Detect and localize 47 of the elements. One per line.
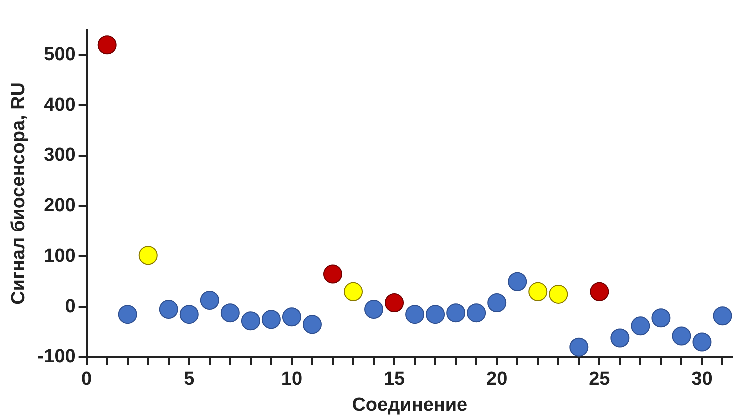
x-tick-label: 0 (82, 369, 92, 390)
x-tick-label: 20 (486, 369, 508, 390)
point (138, 246, 158, 266)
point (241, 312, 260, 331)
point (446, 304, 466, 323)
point (426, 305, 446, 324)
x-tick-label: 5 (184, 369, 196, 390)
y-tick-label: 500 (44, 44, 76, 66)
point (364, 300, 384, 320)
y-tick-label: 400 (44, 94, 76, 116)
point (385, 294, 404, 312)
point (528, 282, 548, 302)
point (610, 328, 630, 348)
y-tick-label: -100 (38, 346, 76, 368)
point (467, 304, 486, 323)
point (488, 294, 507, 312)
point (508, 272, 528, 292)
point (302, 315, 322, 334)
y-tick-label: 0 (65, 296, 76, 318)
point (262, 310, 281, 330)
y-tick-label: 100 (44, 246, 76, 267)
x-tick-label: 25 (589, 369, 611, 390)
point (220, 304, 240, 323)
point (549, 284, 568, 304)
point (672, 326, 692, 346)
point (323, 264, 342, 284)
x-tick-label: 30 (692, 369, 713, 390)
point (406, 305, 425, 324)
point (282, 308, 302, 327)
point (200, 290, 220, 310)
point (180, 305, 199, 324)
x-tick-label: 10 (281, 369, 303, 390)
point (118, 305, 138, 324)
y-tick-label: 300 (44, 145, 76, 166)
point (344, 282, 363, 302)
x-axis-title: Соединение (352, 394, 468, 416)
y-tick-label: 200 (44, 196, 76, 217)
y-axis-title: Сигнал биосенсора, RU (8, 82, 30, 305)
x-tick-label: 15 (384, 369, 406, 390)
point (631, 316, 650, 336)
point (98, 36, 117, 55)
point (713, 306, 732, 326)
point (590, 282, 610, 302)
point (652, 308, 671, 328)
point (159, 300, 178, 320)
point (570, 338, 589, 357)
point (692, 332, 712, 352)
